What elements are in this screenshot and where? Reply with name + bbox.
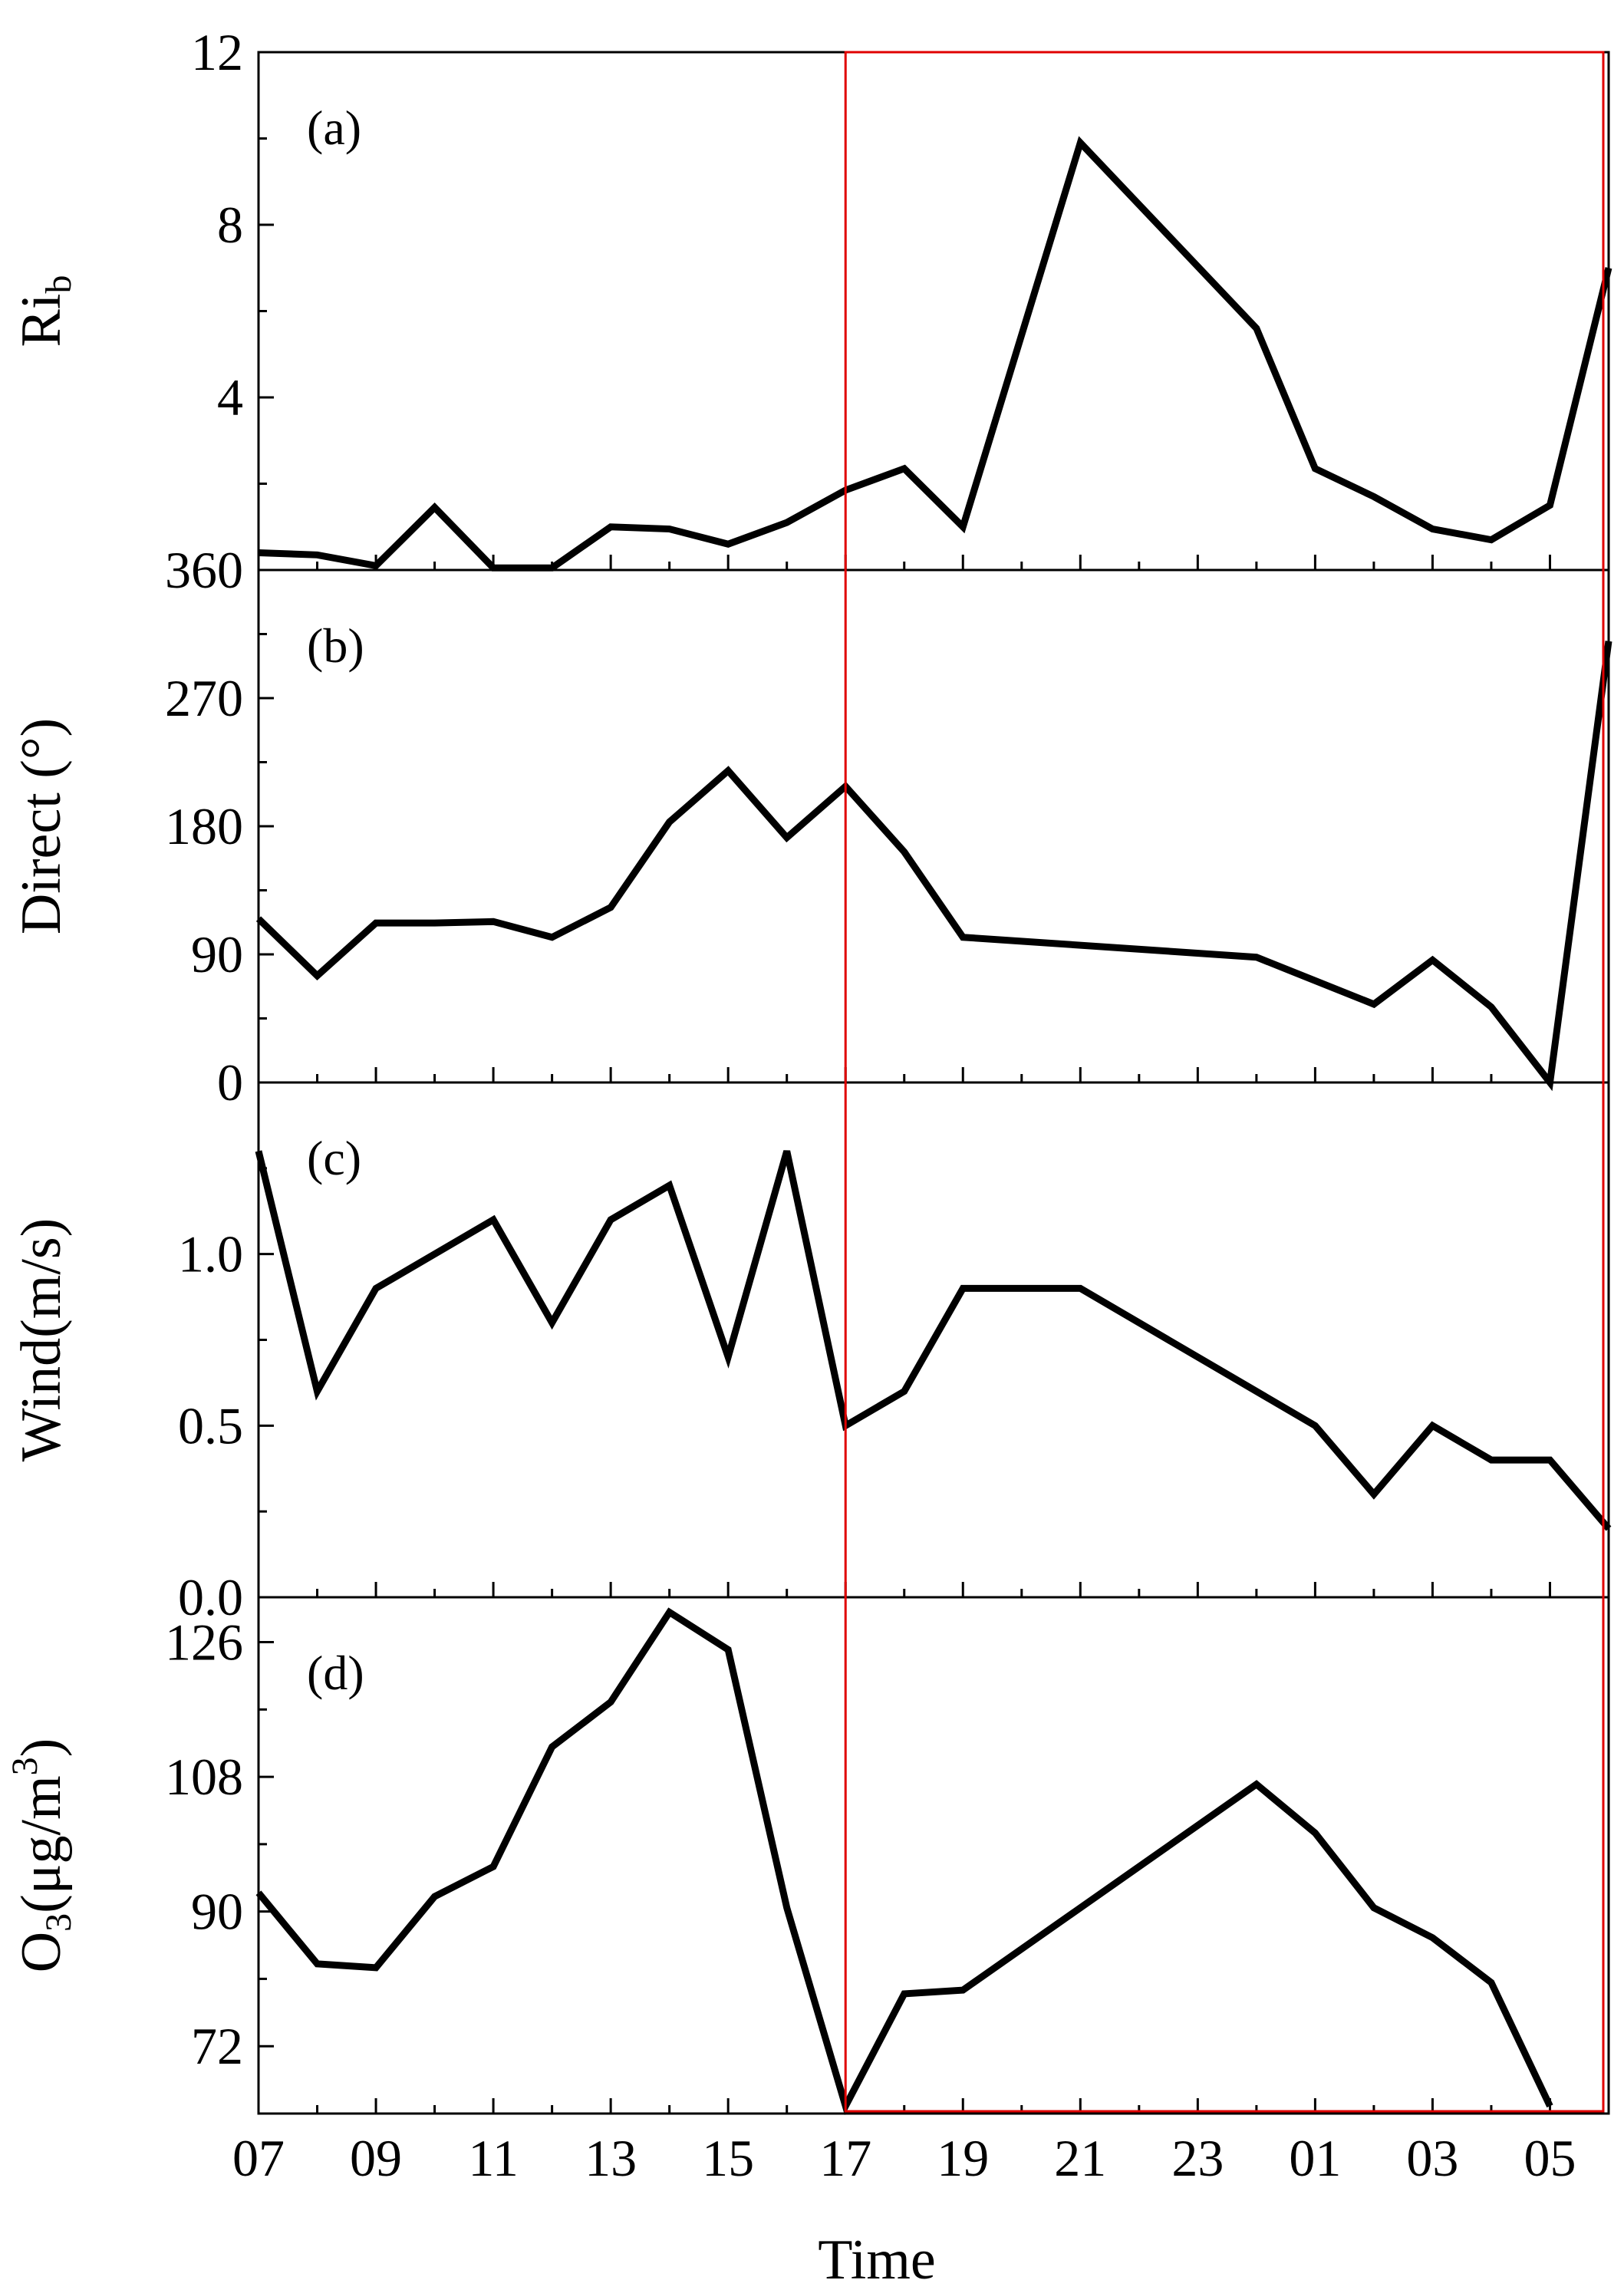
x-tick-label: 13 xyxy=(585,2129,637,2187)
panel-frame xyxy=(257,51,1610,572)
x-tick-label: 11 xyxy=(468,2129,518,2187)
y-tick-label: 126 xyxy=(165,1613,243,1672)
y-tick-label: 108 xyxy=(165,1748,243,1806)
x-tick-label: 17 xyxy=(819,2129,871,2187)
y-tick-label: 0 xyxy=(217,1053,243,1112)
y-axis-title-part: Wind(m/s) xyxy=(10,1218,73,1462)
panel-label: (b) xyxy=(307,618,364,673)
y-tick-label: 360 xyxy=(165,541,243,599)
y-tick-label: 4 xyxy=(217,368,243,427)
y-tick-label: 72 xyxy=(191,2017,243,2075)
x-tick-label: 09 xyxy=(350,2129,402,2187)
series-line xyxy=(255,1150,1612,1531)
x-tick-label: 19 xyxy=(937,2129,989,2187)
y-axis-title: Rib xyxy=(10,275,79,348)
y-tick-label: 12 xyxy=(191,23,243,81)
panel-label: (a) xyxy=(307,100,361,155)
y-axis-title-part: 3 xyxy=(5,1757,45,1775)
y-axis-title-part: 3 xyxy=(38,1913,79,1932)
panel-label: (c) xyxy=(307,1131,361,1185)
panel-c: 0.0 0.5 1.0 Wind(m/s) (c) xyxy=(10,1081,1612,1626)
x-tick-label: 23 xyxy=(1171,2129,1224,2187)
y-axis-title-part: (μg/m xyxy=(10,1775,73,1913)
panel-b: 0 90 180 270 360 Direct (°) (b) xyxy=(10,541,1612,1112)
y-tick-label: 180 xyxy=(165,797,243,855)
y-axis-title-part: Ri xyxy=(10,294,73,348)
x-axis-title: Time xyxy=(818,2229,936,2290)
series-line xyxy=(255,1607,1553,2116)
y-axis-title-part: ) xyxy=(10,1738,73,1758)
panel-frame xyxy=(257,1596,1610,2115)
y-axis-title-part: Direct (°) xyxy=(10,718,73,934)
x-tick-label: 15 xyxy=(702,2129,754,2187)
y-tick-label: 90 xyxy=(191,1883,243,1941)
y-tick-label: 8 xyxy=(217,196,243,254)
x-tick-label: 05 xyxy=(1524,2129,1576,2187)
y-axis-title-part: O xyxy=(10,1932,73,1972)
x-tick-label: 07 xyxy=(232,2129,285,2187)
y-axis-title: Wind(m/s) xyxy=(10,1218,73,1462)
x-tick-label: 01 xyxy=(1289,2129,1341,2187)
y-axis-title-part: b xyxy=(38,275,79,294)
y-tick-label: 90 xyxy=(191,925,243,984)
panel-frame xyxy=(257,568,1610,1084)
x-tick-label: 21 xyxy=(1054,2129,1106,2187)
y-tick-label: 0.5 xyxy=(178,1396,243,1455)
x-axis: 07 09 11 13 15 17 19 21 23 01 03 05 xyxy=(232,2129,1576,2187)
y-axis-title: Direct (°) xyxy=(10,718,73,934)
series-line xyxy=(258,136,1612,572)
y-tick-label: 1.0 xyxy=(178,1225,243,1283)
highlight-box xyxy=(844,51,1605,2113)
series-line xyxy=(255,641,1612,1092)
y-tick-label: 0.0 xyxy=(178,1568,243,1626)
x-tick-label: 03 xyxy=(1406,2129,1458,2187)
y-axis-title: O3(μg/m3) xyxy=(5,1738,79,1973)
panel-label: (d) xyxy=(307,1646,364,1700)
y-tick-label: 270 xyxy=(165,669,243,727)
panel-a: 4 8 12 Rib (a) xyxy=(10,23,1612,572)
